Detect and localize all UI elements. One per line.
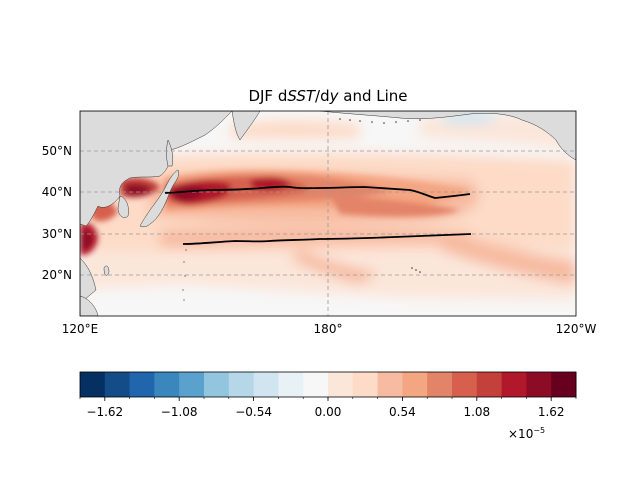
colorbar-segment (427, 372, 453, 397)
colorbar-multiplier: ×10−5 (508, 426, 545, 441)
colorbar-tick-label: −1.08 (161, 405, 198, 419)
colorbar-tick-label: −1.62 (86, 405, 123, 419)
colorbar-segment (228, 372, 255, 397)
land-korea (117, 195, 129, 218)
colorbar-segment (501, 372, 527, 397)
colorbar-segment (278, 372, 304, 397)
northern-line (164, 185, 471, 199)
land-alaska (319, 111, 576, 161)
colorbar-segment (352, 372, 379, 397)
colorbar-segment (377, 372, 403, 397)
colorbar-ticks: −1.62 −1.08 −0.54 0.00 0.54 1.08 1.62 (79, 397, 577, 419)
plot-title: DJF dSST/dy and Line (248, 87, 407, 105)
gridlines (80, 111, 576, 316)
colorbar-tick-label: 0.54 (389, 405, 416, 419)
colorbar-tick-label: 0.00 (315, 405, 342, 419)
lat-label: 40°N (42, 185, 72, 199)
longitude-labels: 120°E 180° 120°W (62, 322, 597, 336)
lon-label: 120°W (556, 322, 597, 336)
lat-label: 50°N (42, 144, 72, 158)
colorbar-tick-label: 1.08 (463, 405, 490, 419)
land-east-asia (80, 111, 233, 227)
map-frame (79, 110, 577, 317)
colorbar-segment (154, 372, 180, 397)
colorbar-segment (253, 372, 279, 397)
colorbar-segment (476, 372, 503, 397)
latitude-labels: 20°N 30°N 40°N 50°N (42, 144, 72, 282)
southern-line (182, 233, 472, 245)
colorbar-segment (129, 372, 155, 397)
colorbar-segment (402, 372, 428, 397)
lat-label: 30°N (42, 227, 72, 241)
colorbar-segment (452, 372, 478, 397)
colorbar-segment (526, 372, 552, 397)
colorbar-segment (104, 372, 131, 397)
colorbar-segment (80, 372, 106, 397)
colorbar-segment (551, 372, 577, 397)
aleutian-islands (182, 118, 421, 301)
colorbar-segment (179, 372, 205, 397)
land-kamchatka (231, 111, 261, 141)
colorbar-segment (303, 372, 329, 397)
lon-label: 180° (314, 322, 343, 336)
map-panel (80, 111, 576, 316)
lat-label: 20°N (42, 268, 72, 282)
colorbar-segment (204, 372, 230, 397)
colorbar-tick-label: 1.62 (538, 405, 565, 419)
lon-label: 120°E (62, 322, 99, 336)
land-philippines (80, 295, 99, 316)
land-sakhalin (166, 139, 174, 167)
colorbar-segment (328, 372, 354, 397)
colorbar (79, 371, 577, 398)
land-taiwan (103, 265, 110, 276)
land-japan (139, 169, 180, 228)
colorbar-tick-label: −0.54 (235, 405, 272, 419)
